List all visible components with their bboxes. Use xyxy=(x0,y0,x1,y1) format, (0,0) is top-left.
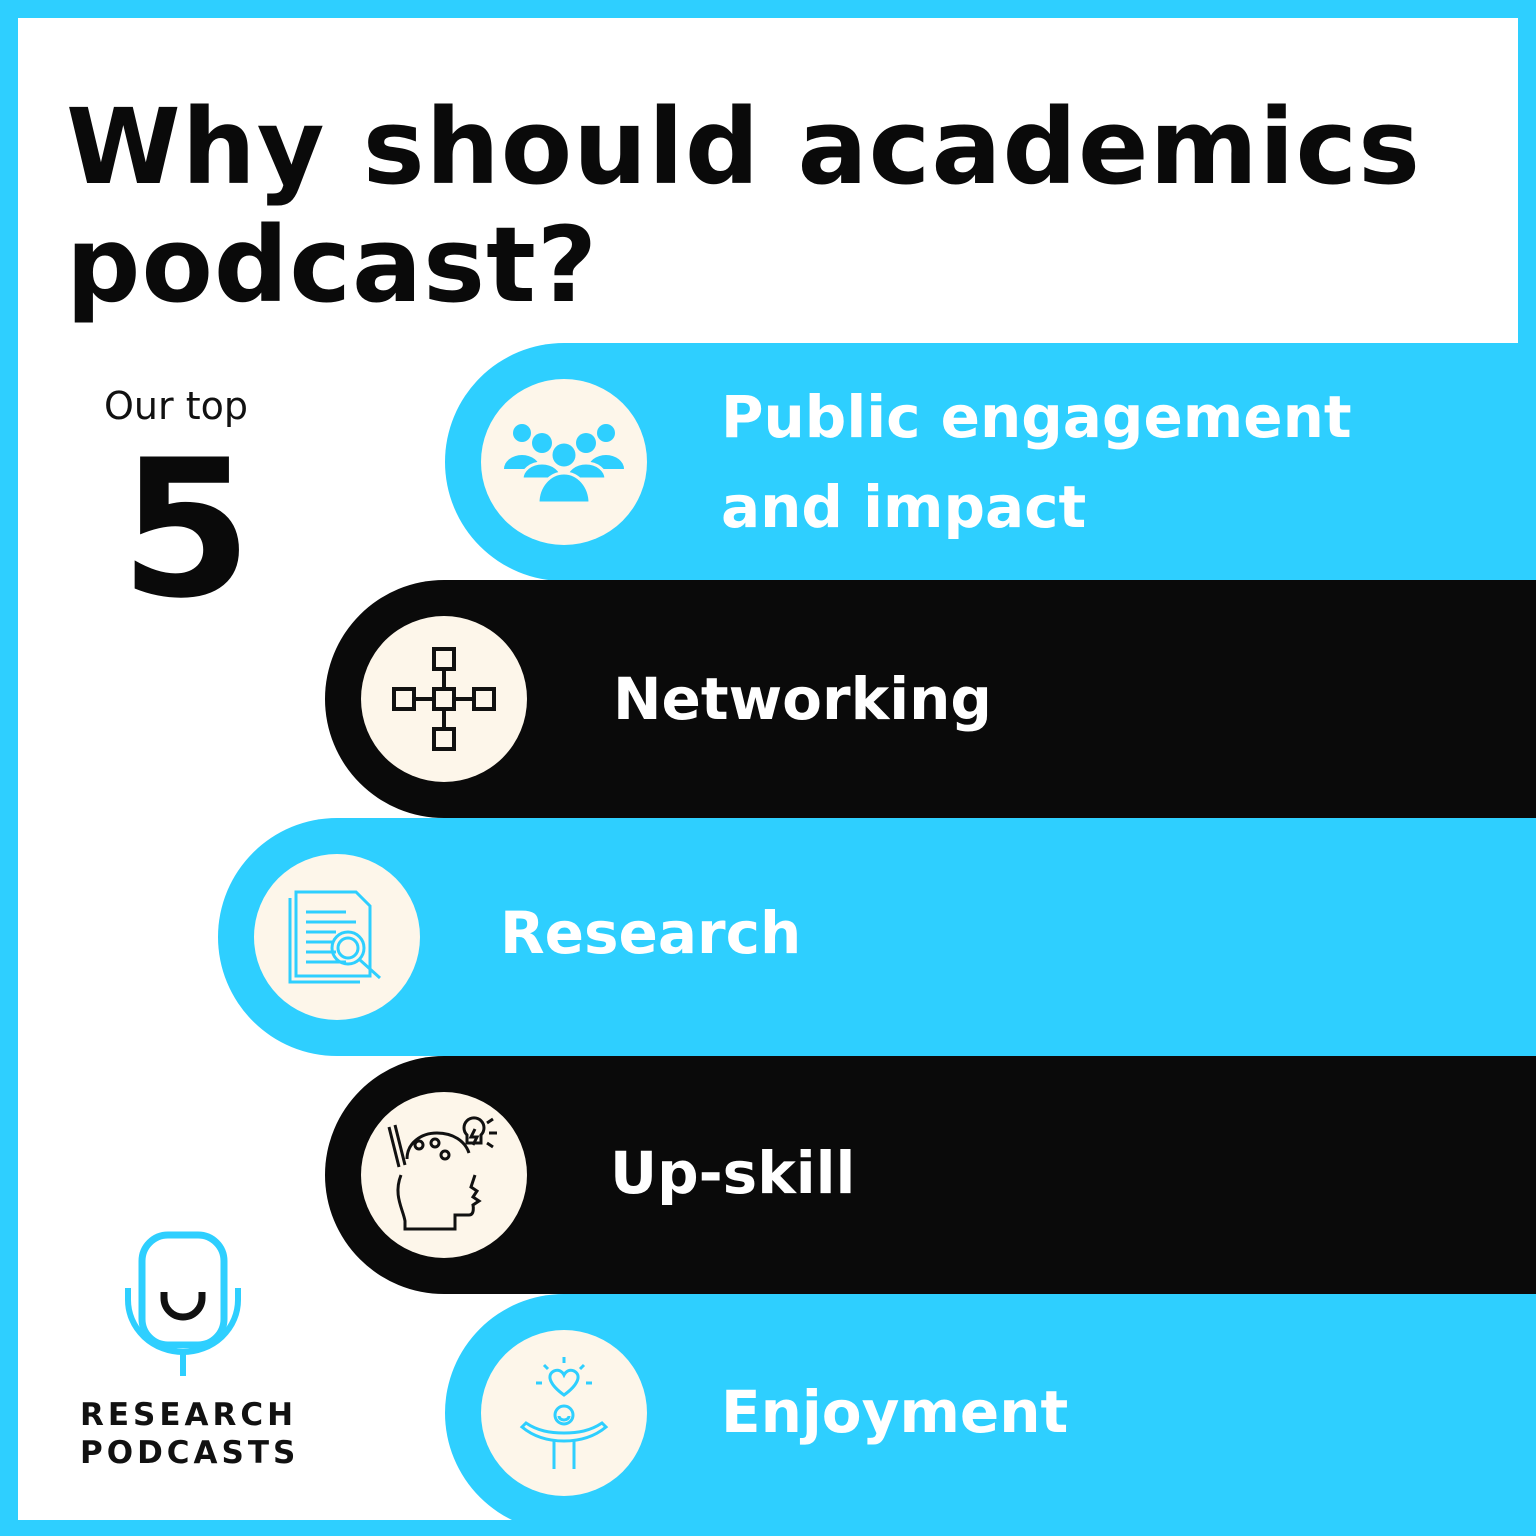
item-label: Public engagement and impact xyxy=(721,383,1352,541)
item-research: Research xyxy=(218,818,1536,1056)
page-title: Why should academics podcast? xyxy=(66,88,1421,324)
people-group-icon xyxy=(481,379,647,545)
logo-wordmark: RESEARCH PODCASTS xyxy=(80,1397,300,1471)
person-heart-icon xyxy=(481,1330,647,1496)
head-ideas-icon xyxy=(361,1092,527,1258)
item-enjoyment: Enjoyment xyxy=(445,1294,1536,1532)
network-nodes-icon xyxy=(361,616,527,782)
title-line-1: Why should academics xyxy=(66,86,1422,208)
item-networking: Networking xyxy=(325,580,1536,818)
item-label: Enjoyment xyxy=(721,1378,1069,1446)
microphone-smile-icon xyxy=(125,1231,241,1376)
item-label: Networking xyxy=(613,665,992,733)
item-up-skill: Up-skill xyxy=(325,1056,1536,1294)
item-label: Research xyxy=(500,899,802,967)
count-number: 5 xyxy=(120,419,253,640)
document-search-icon xyxy=(254,854,420,1020)
intro-text: Our top xyxy=(104,384,248,428)
item-public-engagement: Public engagement and impact xyxy=(445,343,1536,581)
item-label: Up-skill xyxy=(610,1139,856,1207)
title-line-2: podcast? xyxy=(66,204,599,326)
